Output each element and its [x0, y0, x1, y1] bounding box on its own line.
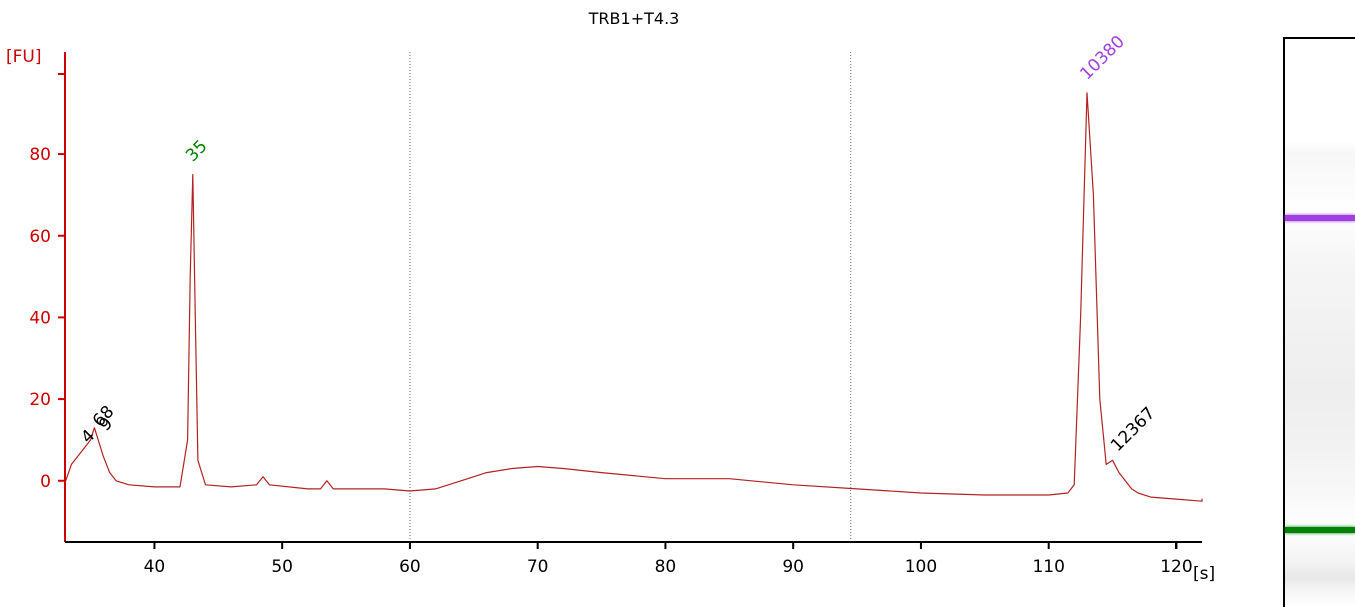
- peak-label: 12367: [1107, 403, 1159, 455]
- chart-title: TRB1+T4.3: [588, 9, 680, 28]
- y-tick-label: 0: [40, 472, 51, 492]
- gel-band-upper-marker: [1285, 215, 1355, 222]
- peak-label: 35: [182, 136, 211, 165]
- axes: [64, 52, 1202, 543]
- y-tick-label: 80: [29, 145, 51, 165]
- axis-ticks: 0 20 40 60 80 40 50 60 70 80 90 100 110 120: [29, 73, 1193, 577]
- trace-group: [64, 92, 1203, 502]
- y-tick-label: 40: [29, 308, 51, 328]
- x-tick-label: 50: [271, 557, 293, 577]
- x-tick-label: 110: [1032, 557, 1064, 577]
- trace-line: [64, 92, 1203, 502]
- x-tick-label: 100: [905, 557, 937, 577]
- x-axis-label: [s]: [1193, 564, 1215, 584]
- gel-lane: [1283, 37, 1355, 607]
- x-tick-label: 80: [655, 557, 677, 577]
- peak-label: 4: [77, 426, 99, 448]
- x-tick-label: 120: [1160, 557, 1192, 577]
- x-tick-label: 90: [782, 557, 804, 577]
- y-tick-label: 20: [29, 390, 51, 410]
- y-axis-label: [FU]: [6, 47, 42, 67]
- x-tick-label: 60: [399, 557, 421, 577]
- electropherogram-chart: TRB1+T4.3 [FU] [s] 0 20 40 60 80 40 50 60 70 80 90…: [6, 9, 1215, 584]
- gel-band-lower-marker: [1285, 527, 1355, 534]
- y-tick-label: 60: [29, 227, 51, 247]
- peak-label: 10380: [1076, 32, 1128, 84]
- x-tick-label: 40: [144, 557, 166, 577]
- x-tick-label: 70: [527, 557, 549, 577]
- marker-lines: [409, 52, 852, 542]
